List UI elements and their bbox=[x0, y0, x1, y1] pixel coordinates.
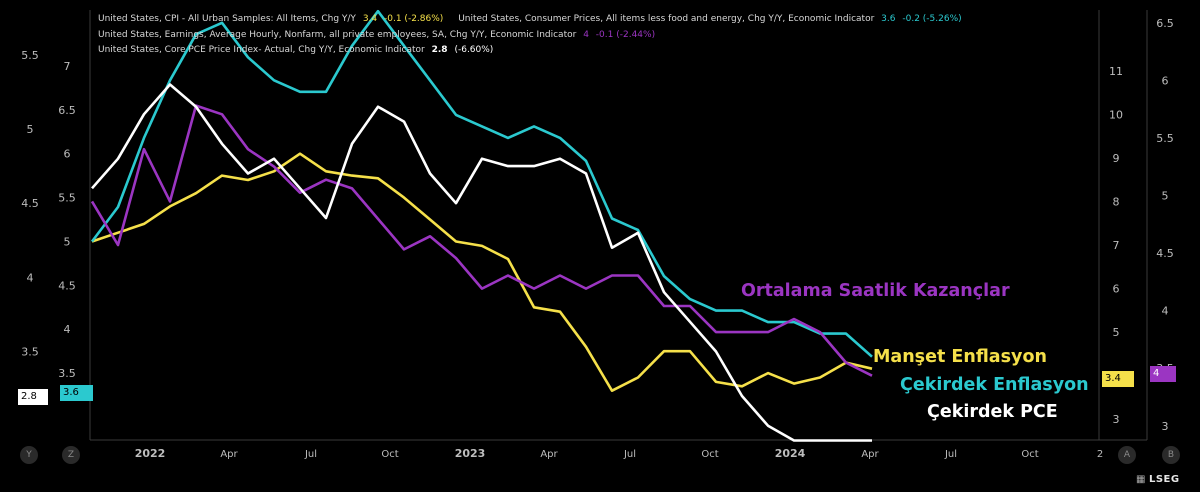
annotation-core: Çekirdek Enflasyon bbox=[900, 375, 1089, 395]
annotation-headline: Manşet Enflasyon bbox=[873, 347, 1047, 367]
pce-last-value-badge: 2.8 bbox=[18, 389, 48, 405]
cpi-axis-tick-6: 6.5 bbox=[58, 104, 76, 117]
cpi-axis-tick-2: 4.5 bbox=[58, 279, 76, 292]
pce-axis-tick-1: 4 bbox=[27, 271, 34, 284]
cpi-axis-tick-0: 3.5 bbox=[58, 367, 76, 380]
core-axis-tick-7: 6.5 bbox=[1156, 17, 1174, 30]
pce-axis-tick-4: 5.5 bbox=[21, 49, 39, 62]
axis-a-button[interactable]: A bbox=[1118, 446, 1136, 464]
pce-axis-tick-0: 3.5 bbox=[21, 346, 39, 359]
core-pce-line[interactable] bbox=[91, 83, 872, 442]
earnings-last-value-badge: 4 bbox=[1150, 366, 1176, 382]
legend-earnings-change: -0.1 (-2.44%) bbox=[595, 29, 656, 40]
x-axis-label-6: Jul bbox=[623, 449, 636, 460]
earnings-axis-tick-3: 6 bbox=[1113, 283, 1120, 296]
legend-pce-label: United States, Core PCE Price Index- Act… bbox=[98, 45, 425, 55]
earnings-axis-tick-8: 11 bbox=[1109, 65, 1123, 78]
x-axis-label-0: 2022 bbox=[135, 447, 166, 460]
legend-cpi-label: United States, CPI - All Urban Samples: … bbox=[98, 14, 356, 24]
core-axis-tick-0: 3 bbox=[1162, 420, 1169, 433]
core-axis-tick-2: 4 bbox=[1162, 305, 1169, 318]
earnings-axis-tick-7: 10 bbox=[1109, 108, 1123, 121]
legend-pce-change: (-6.60%) bbox=[454, 45, 494, 55]
annotation-earnings: Ortalama Saatlik Kazançlar bbox=[741, 281, 1010, 301]
cpi-last-value-badge: 3.4 bbox=[1102, 371, 1134, 387]
x-axis-label-10: Jul bbox=[944, 449, 957, 460]
legend-row-line3: United States, Core PCE Price Index- Act… bbox=[98, 43, 966, 59]
core-last-value-badge: 3.6 bbox=[60, 385, 93, 401]
earnings-axis-tick-2: 5 bbox=[1113, 326, 1120, 339]
cpi-axis-tick-7: 7 bbox=[64, 60, 71, 73]
legend-core-label: United States, Consumer Prices, All item… bbox=[458, 14, 875, 24]
axis-z-button[interactable]: Z bbox=[62, 446, 80, 464]
earnings-axis-tick-4: 7 bbox=[1113, 239, 1120, 252]
cpi-axis-tick-1: 4 bbox=[64, 323, 71, 336]
core-cpi-line[interactable] bbox=[90, 9, 873, 358]
cpi-axis-tick-5: 6 bbox=[64, 148, 71, 161]
legend-earnings-label: United States, Earnings, Average Hourly,… bbox=[98, 29, 577, 40]
earnings-axis-tick-6: 9 bbox=[1113, 152, 1120, 165]
legend-cpi-change: -0.1 (-2.86%) bbox=[384, 14, 444, 24]
x-axis-label-9: Apr bbox=[861, 449, 879, 460]
x-axis-label-4: 2023 bbox=[455, 447, 486, 460]
core-axis-tick-3: 4.5 bbox=[1156, 247, 1174, 260]
legend-core-value: 3.6 bbox=[881, 14, 896, 24]
legend-row-line1: United States, CPI - All Urban Samples: … bbox=[98, 12, 966, 28]
earnings-axis-tick-0: 3 bbox=[1113, 413, 1120, 426]
legend-row-line2: United States, Earnings, Average Hourly,… bbox=[98, 28, 966, 44]
earnings-line[interactable] bbox=[90, 104, 873, 377]
annotation-pce: Çekirdek PCE bbox=[927, 402, 1058, 422]
axis-b-button[interactable]: B bbox=[1162, 446, 1180, 464]
cpi-axis-tick-3: 5 bbox=[64, 235, 71, 248]
cpi-line[interactable] bbox=[91, 152, 873, 393]
legend-core-change: -0.2 (-5.26%) bbox=[902, 14, 962, 24]
axis-y-button[interactable]: Y bbox=[20, 446, 38, 464]
lseg-logo: ▦ LSEG bbox=[1136, 474, 1180, 485]
core-axis-tick-6: 6 bbox=[1162, 74, 1169, 87]
pce-axis-tick-3: 5 bbox=[27, 123, 34, 136]
x-axis-label-12: 2 bbox=[1097, 449, 1103, 460]
core-axis-tick-5: 5.5 bbox=[1156, 132, 1174, 145]
legend-earnings-value: 4 bbox=[583, 29, 589, 40]
pce-axis-tick-2: 4.5 bbox=[21, 197, 39, 210]
chart-legend: United States, CPI - All Urban Samples: … bbox=[98, 12, 966, 59]
cpi-axis-tick-4: 5.5 bbox=[58, 192, 76, 205]
core-axis-tick-4: 5 bbox=[1162, 189, 1169, 202]
legend-pce-value: 2.8 bbox=[431, 45, 448, 55]
x-axis-label-3: Oct bbox=[381, 449, 398, 460]
x-axis-label-7: Oct bbox=[701, 449, 718, 460]
x-axis-label-8: 2024 bbox=[775, 447, 806, 460]
x-axis-label-2: Jul bbox=[304, 449, 317, 460]
x-axis-label-11: Oct bbox=[1021, 449, 1038, 460]
logo-text: LSEG bbox=[1148, 474, 1180, 485]
earnings-axis-tick-5: 8 bbox=[1113, 195, 1120, 208]
x-axis-label-5: Apr bbox=[540, 449, 558, 460]
x-axis-label-1: Apr bbox=[220, 449, 238, 460]
logo-mark-icon: ▦ bbox=[1136, 474, 1146, 485]
legend-cpi-value: 3.4 bbox=[362, 14, 378, 24]
